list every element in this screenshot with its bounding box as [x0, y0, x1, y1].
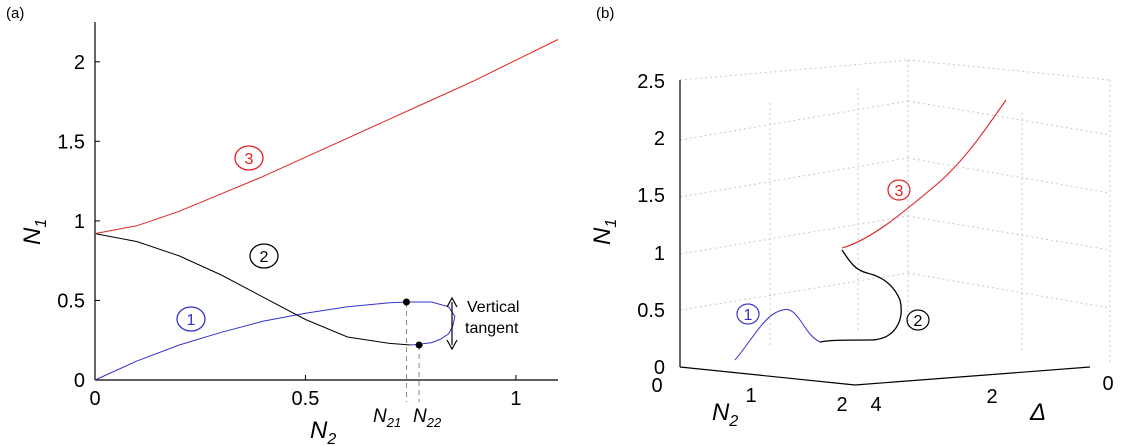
svg-text:3: 3: [895, 183, 904, 200]
label-n21: N21: [373, 406, 401, 430]
panel-a-branch-label-3: 3: [234, 145, 264, 171]
panel-a-branch-label-1: 1: [176, 306, 206, 332]
svg-text:1: 1: [744, 307, 753, 324]
panel-b-branch-label-3: 3: [887, 179, 911, 201]
point-N21: [402, 298, 410, 306]
panel-b: (b): [589, 5, 1114, 430]
n2-tick: 2: [836, 394, 847, 416]
n1-tick: 1.5: [637, 185, 665, 207]
x-tick-label: 1: [510, 388, 521, 410]
svg-text:2: 2: [260, 249, 269, 266]
n1-tick: 2: [654, 128, 665, 150]
y-tick-label: 1.5: [57, 131, 85, 153]
panel-a: (a) 0 0.5 1 00.511.52 N2 N1 1 2 3 Ver: [6, 5, 559, 446]
y-tick-label: 2: [74, 52, 85, 74]
label-n22: N22: [413, 406, 442, 430]
point-N22: [415, 341, 423, 349]
panel-b-curve-3: [841, 99, 1007, 249]
n1-tick: 0.5: [637, 300, 665, 322]
delta-tick: 0: [1102, 373, 1113, 395]
panel-b-delta-ticks: 4 2 0: [870, 373, 1113, 416]
n2-tick: 0: [651, 375, 662, 397]
panel-a-x-ticks: 0 0.5 1: [89, 375, 521, 410]
panel-b-branch-label-1: 1: [736, 303, 760, 325]
panel-b-curve-2: [819, 249, 902, 343]
n1-tick: 1: [654, 243, 665, 265]
y-tick-label: 1: [74, 211, 85, 233]
svg-text:N1: N1: [589, 219, 620, 245]
panel-a-ylabel: N1: [19, 219, 50, 245]
n1-tick: 0: [654, 357, 665, 379]
panel-b-box: [679, 59, 1111, 386]
panel-a-branch-label-2: 2: [249, 243, 279, 269]
delta-tick: 2: [986, 386, 997, 408]
panel-a-points: [402, 298, 423, 402]
annotation-vertical: Vertical: [467, 299, 519, 316]
y-tick-label: 0.5: [57, 290, 85, 312]
annotation-tangent: tangent: [465, 320, 519, 337]
panel-b-zlabel: Δ: [1029, 399, 1046, 426]
svg-text:2: 2: [914, 313, 923, 330]
svg-text:N1: N1: [19, 219, 50, 245]
panel-a-xlabel: N2: [310, 417, 336, 446]
panel-b-label: (b): [596, 5, 614, 22]
panel-b-n2-ticks: 0 1 2: [651, 375, 847, 416]
n1-tick: 2.5: [637, 71, 665, 93]
series-1-line: [94, 301, 456, 381]
panel-a-label: (a): [6, 5, 24, 22]
panel-b-xlabel: N2: [712, 399, 738, 430]
y-tick-label: 0: [74, 370, 85, 392]
panel-b-curve-1: [734, 309, 821, 361]
panel-b-n1-ticks: 0 0.5 1 1.5 2 2.5: [637, 71, 665, 379]
delta-tick: 4: [870, 394, 881, 416]
panel-a-y-ticks: 0 0.5 1 1.5 2: [57, 52, 100, 392]
x-tick-label: 0: [89, 388, 100, 410]
series-3-line: [94, 39, 559, 235]
vertical-tangent-arrow: [446, 296, 458, 351]
x-tick-label: 0.5: [292, 388, 320, 410]
series-2-line: [94, 233, 411, 346]
svg-text:1: 1: [187, 312, 196, 329]
svg-text:3: 3: [245, 151, 254, 168]
n2-tick: 1: [745, 385, 756, 407]
panel-b-ylabel: N1: [589, 219, 620, 245]
panel-b-branch-label-2: 2: [906, 309, 930, 331]
panel-a-axes: [94, 22, 558, 381]
panel-a-series: [94, 39, 559, 381]
